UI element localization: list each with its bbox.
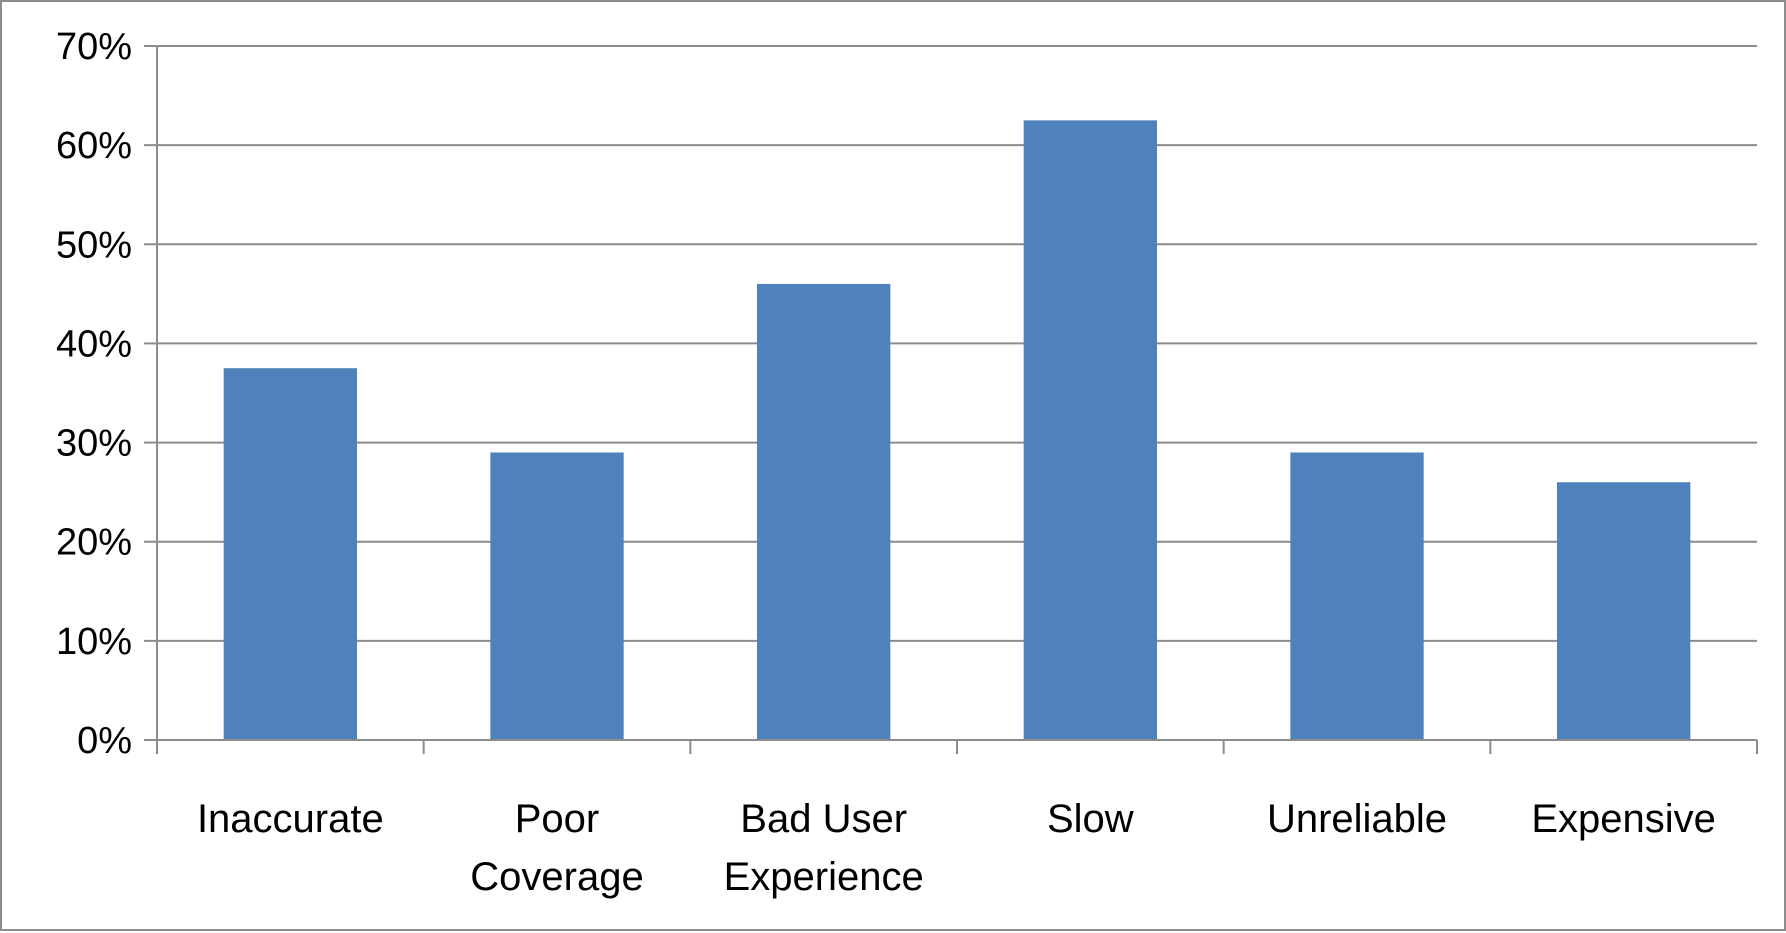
x-tick-label: Expensive xyxy=(1531,797,1716,841)
bar xyxy=(490,452,624,740)
labels: 0% 10% 20% 30% 40% 50% 60% 70% Inaccurate Poor Cov… xyxy=(56,26,1716,899)
bars xyxy=(223,120,1691,741)
bar xyxy=(223,368,357,740)
x-tick-label: Poor Coverage xyxy=(470,797,643,899)
y-tick-label: 0% xyxy=(77,720,132,762)
y-tick-label: 30% xyxy=(56,423,132,465)
y-tick-label: 40% xyxy=(56,323,132,365)
bar xyxy=(757,283,891,740)
x-tick-label: Bad User Experience xyxy=(724,797,924,899)
bar xyxy=(1290,452,1424,740)
y-tick-label: 60% xyxy=(56,125,132,167)
bar xyxy=(1557,482,1691,740)
axes xyxy=(144,45,1758,754)
gridlines xyxy=(157,45,1757,642)
x-tick-label: Inaccurate xyxy=(197,797,384,841)
y-tick-label: 50% xyxy=(56,224,132,266)
x-tick-label: Slow xyxy=(1047,797,1134,841)
y-tick-label: 10% xyxy=(56,621,132,663)
x-tick-label: Unreliable xyxy=(1267,797,1447,841)
y-tick-label: 20% xyxy=(56,522,132,564)
y-tick-label: 70% xyxy=(56,26,132,68)
bar xyxy=(1023,120,1157,741)
